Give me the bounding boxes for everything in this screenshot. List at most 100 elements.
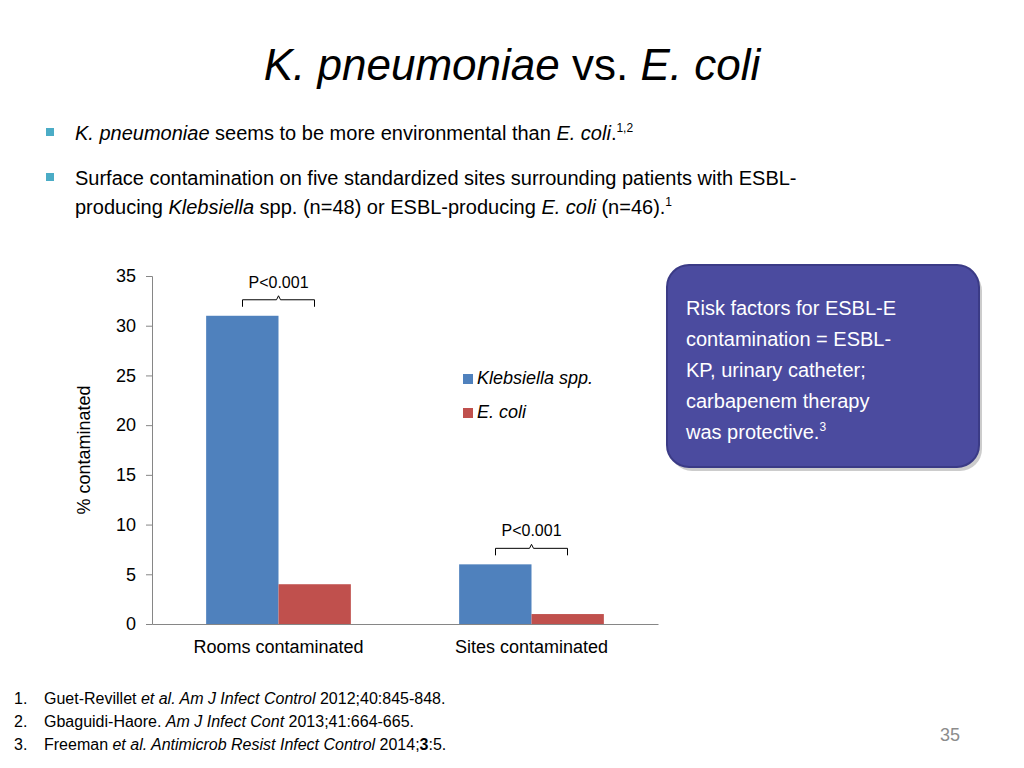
text-run: Surface contamination on five standardiz… [75, 167, 797, 189]
slide-title: K. pneumoniae vs. E. coli [264, 40, 762, 89]
text-run: Klebsiella [168, 196, 254, 218]
text-run: 2014; [375, 736, 419, 753]
reference-text: Gbaguidi-Haore. Am J Infect Cont 2013;41… [44, 713, 414, 730]
text-run: Risk factors for ESBL-E [686, 297, 896, 319]
annotations: P<0.001 P<0.001 [243, 274, 568, 556]
reference-text: Freeman et al. Antimicrob Resist Infect … [44, 736, 446, 753]
reference-number: 1. [14, 690, 27, 707]
text-run: vs. [560, 40, 641, 89]
y-tick: 0 [126, 614, 152, 634]
text-run: KP, urinary catheter; [686, 359, 866, 381]
callout-text: was protective.3 [685, 420, 826, 443]
y-axis-title: % contaminated [74, 385, 94, 514]
text-run: contamination = ESBL- [686, 328, 891, 350]
bar [459, 564, 531, 624]
legend-swatch [463, 374, 473, 384]
y-axis-line [146, 277, 153, 625]
text-run: 3 [420, 736, 429, 753]
x-axis: Rooms contaminated Sites contaminated [153, 625, 659, 657]
chart: 0 5 10 15 20 25 30 35 Rooms contaminated Sites co… [74, 266, 659, 657]
text-run: carbapenem therapy [686, 390, 869, 412]
bullet-text: producing Klebsiella spp. (n=48) or ESBL… [75, 195, 672, 218]
y-tick-label: 20 [116, 415, 136, 435]
x-tick: Rooms contaminated [193, 637, 363, 657]
annotation-bracket [496, 544, 568, 555]
y-tick-label: 30 [116, 316, 136, 336]
bar [532, 614, 604, 624]
reference-text: Guet-Revillet et al. Am J Infect Control… [44, 690, 445, 707]
text-run: 2012;40:845-848. [316, 690, 446, 707]
y-tick-mark [146, 475, 152, 476]
text-run: Am J Infect Cont [165, 713, 285, 730]
reference-number: 3. [14, 736, 27, 753]
text-run: Gbaguidi-Haore. [44, 713, 166, 730]
reference-number: 2. [14, 713, 27, 730]
y-tick-mark [146, 624, 152, 625]
text-run: spp. (n=48) or ESBL-producing [254, 196, 541, 218]
annotation-text: P<0.001 [501, 522, 561, 539]
text-run: K. pneumoniae [264, 40, 560, 89]
y-tick: 25 [116, 366, 152, 386]
y-tick-label: 0 [126, 614, 136, 634]
text-run: 3 [819, 420, 826, 434]
text-run: K. pneumoniae [75, 122, 210, 144]
annotation-bracket [243, 296, 315, 307]
y-tick-mark [146, 375, 152, 376]
text-run: (n=46). [596, 196, 665, 218]
bullet-marker [46, 128, 54, 136]
text-run: E. coli [640, 40, 761, 89]
slide: K. pneumoniae vs. E. coliK. pneumoniae s… [0, 0, 1024, 768]
y-tick: 20 [116, 415, 152, 435]
y-tick-mark [146, 574, 152, 575]
text-run: E. coli [556, 122, 611, 144]
text-run: et al. Antimicrob Resist Infect Control [112, 736, 375, 753]
y-tick-label: 10 [116, 515, 136, 535]
bar [206, 316, 278, 624]
y-axis: 0 5 10 15 20 25 30 35 [116, 266, 153, 634]
y-tick: 10 [116, 515, 152, 535]
y-tick: 15 [116, 465, 152, 485]
bullet-text: Surface contamination on five standardiz… [75, 167, 797, 189]
legend: Klebsiella spp. E. coli [463, 368, 593, 422]
y-tick-mark [146, 326, 152, 327]
text-run: Guet-Revillet [44, 690, 141, 707]
y-tick: 30 [116, 316, 152, 336]
y-tick-mark [146, 276, 152, 277]
x-axis-line [153, 624, 659, 625]
y-tick: 35 [116, 266, 152, 286]
text-run: :5. [428, 736, 446, 753]
page-number: 35 [940, 725, 960, 745]
bar [279, 584, 351, 624]
text-run: 2013;41:664-665. [284, 713, 414, 730]
legend-label: E. coli [477, 402, 527, 422]
text-run: 1,2 [616, 121, 633, 135]
y-tick-label: 35 [116, 266, 136, 286]
callout-box [667, 265, 979, 467]
text-run: producing [75, 196, 168, 218]
callout-text: carbapenem therapy [686, 390, 869, 412]
legend-label: Klebsiella spp. [477, 368, 593, 388]
y-tick-label: 5 [126, 565, 136, 585]
text-run: 1 [665, 195, 672, 209]
annotation-text: P<0.001 [248, 274, 308, 291]
y-tick-mark [146, 525, 152, 526]
callout-text: contamination = ESBL- [686, 328, 891, 350]
legend-swatch [463, 408, 473, 418]
y-tick-label: 15 [116, 465, 136, 485]
text-run: was protective. [685, 421, 819, 443]
callout-text: Risk factors for ESBL-E [686, 297, 896, 319]
text-run: seems to be more environmental than [210, 122, 557, 144]
bullet-marker [46, 173, 54, 181]
text-run: E. coli [541, 196, 596, 218]
x-tick-label: Sites contaminated [455, 637, 608, 657]
text-run: Freeman [44, 736, 112, 753]
text-run: et al. Am J Infect Control [141, 690, 316, 707]
bullet-text: K. pneumoniae seems to be more environme… [75, 121, 633, 144]
x-tick: Sites contaminated [455, 637, 608, 657]
x-tick-label: Rooms contaminated [193, 637, 363, 657]
y-tick-label: 25 [116, 366, 136, 386]
bars [206, 316, 604, 624]
y-tick-mark [146, 425, 152, 426]
y-tick: 5 [126, 565, 152, 585]
callout-text: KP, urinary catheter; [686, 359, 866, 381]
